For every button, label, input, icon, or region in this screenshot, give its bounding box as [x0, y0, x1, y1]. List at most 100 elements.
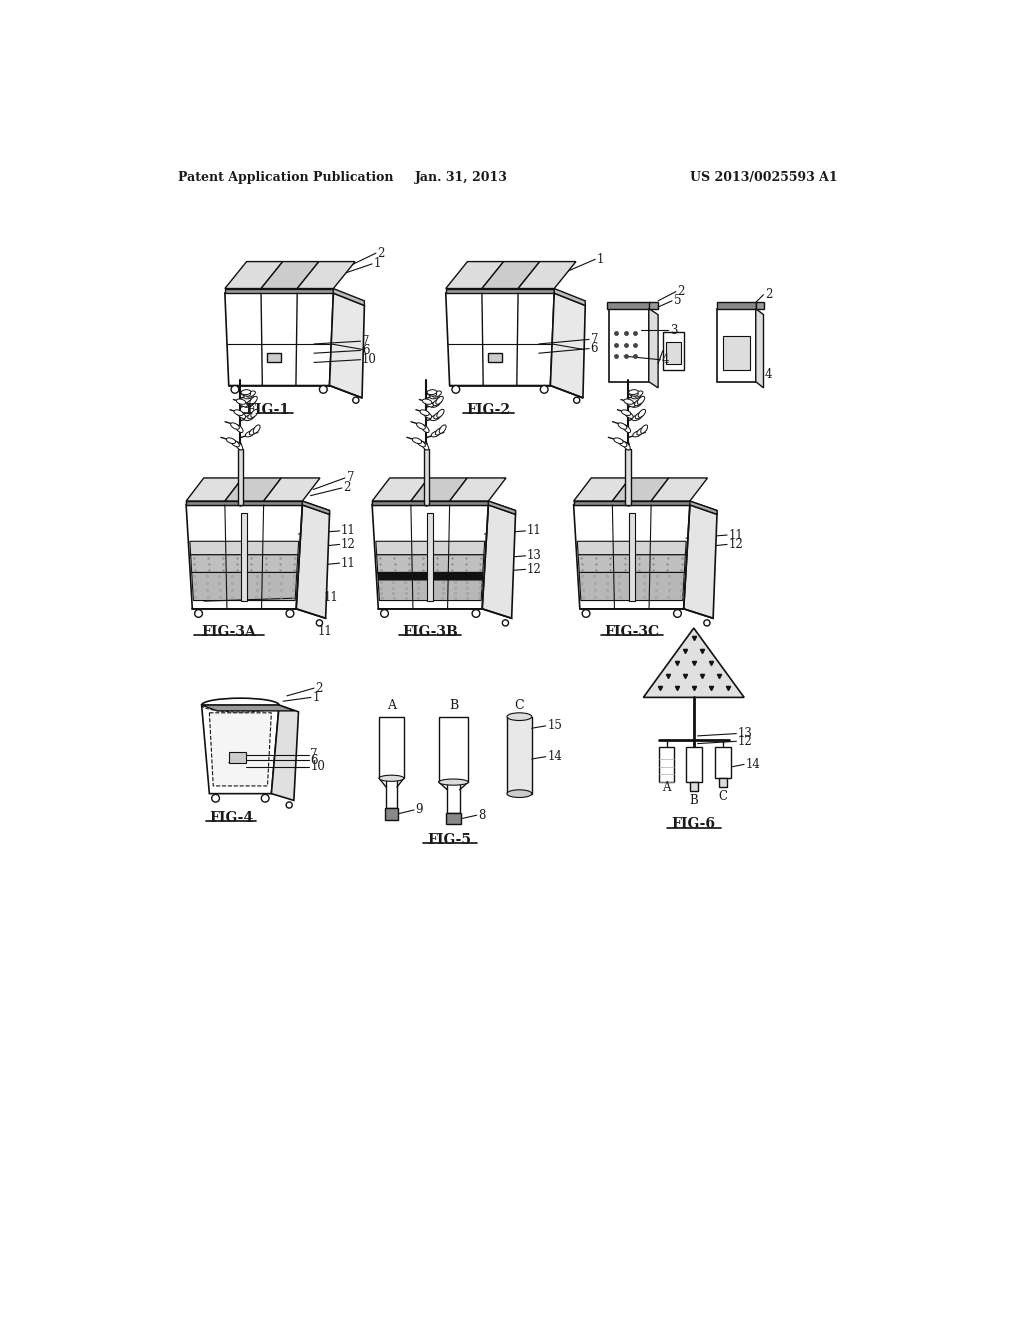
Text: 2: 2: [315, 681, 323, 694]
Ellipse shape: [637, 396, 645, 404]
Polygon shape: [187, 507, 301, 541]
Polygon shape: [573, 502, 690, 506]
Text: 13: 13: [738, 727, 753, 741]
Text: Jan. 31, 2013: Jan. 31, 2013: [415, 172, 508, 185]
Text: 14: 14: [547, 750, 562, 763]
Polygon shape: [372, 478, 428, 502]
Polygon shape: [225, 478, 282, 502]
Text: 11: 11: [729, 528, 743, 541]
Ellipse shape: [247, 391, 255, 397]
Bar: [716, 747, 731, 779]
Polygon shape: [189, 541, 299, 554]
Text: 7: 7: [591, 333, 598, 346]
Polygon shape: [190, 554, 298, 573]
Bar: [649, 302, 658, 309]
Ellipse shape: [427, 391, 436, 396]
Circle shape: [541, 385, 548, 393]
Bar: [686, 747, 701, 781]
Ellipse shape: [434, 412, 442, 418]
Text: 7: 7: [310, 748, 317, 762]
Ellipse shape: [251, 409, 258, 417]
Text: 10: 10: [310, 760, 325, 774]
Text: FIG-3C: FIG-3C: [604, 624, 659, 639]
Ellipse shape: [422, 442, 429, 450]
Text: FIG-3A: FIG-3A: [202, 624, 256, 639]
Polygon shape: [186, 502, 302, 506]
Ellipse shape: [629, 391, 638, 396]
Text: FIG-6: FIG-6: [672, 817, 716, 832]
Circle shape: [319, 385, 328, 393]
Polygon shape: [225, 293, 334, 385]
Ellipse shape: [632, 414, 641, 421]
Bar: [447, 781, 460, 813]
Ellipse shape: [632, 401, 641, 408]
Bar: [629, 513, 635, 601]
Text: FIG-3B: FIG-3B: [402, 624, 458, 639]
Text: 2: 2: [678, 285, 685, 298]
Text: FIG-1: FIG-1: [246, 403, 290, 417]
Ellipse shape: [437, 409, 444, 417]
Text: FIG-5: FIG-5: [428, 833, 472, 847]
Polygon shape: [202, 705, 295, 711]
Text: 2: 2: [343, 482, 351, 495]
Ellipse shape: [641, 425, 647, 433]
Polygon shape: [580, 573, 684, 601]
Circle shape: [472, 610, 480, 618]
Ellipse shape: [237, 399, 246, 404]
Polygon shape: [649, 309, 658, 388]
Polygon shape: [377, 554, 484, 573]
Polygon shape: [372, 502, 488, 506]
Polygon shape: [488, 502, 515, 515]
Circle shape: [195, 610, 203, 618]
Text: 1: 1: [597, 252, 604, 265]
Ellipse shape: [236, 425, 243, 433]
Ellipse shape: [250, 396, 257, 404]
Bar: [266, 354, 281, 363]
Ellipse shape: [238, 412, 246, 418]
Ellipse shape: [253, 425, 260, 433]
Ellipse shape: [629, 389, 638, 395]
Ellipse shape: [623, 442, 630, 450]
Text: B: B: [689, 795, 698, 807]
Text: 4: 4: [765, 367, 772, 380]
Polygon shape: [225, 289, 334, 293]
Polygon shape: [263, 478, 321, 502]
Ellipse shape: [432, 391, 441, 397]
Text: 8: 8: [478, 809, 485, 822]
Circle shape: [286, 803, 292, 808]
Circle shape: [231, 385, 239, 393]
Ellipse shape: [241, 389, 251, 395]
Bar: [690, 781, 697, 792]
Polygon shape: [209, 713, 271, 785]
Ellipse shape: [420, 409, 429, 416]
Ellipse shape: [248, 412, 256, 418]
Text: 2: 2: [378, 247, 385, 260]
Polygon shape: [261, 261, 318, 289]
Bar: [756, 302, 764, 309]
Polygon shape: [482, 261, 540, 289]
Bar: [723, 335, 750, 370]
Polygon shape: [225, 261, 283, 289]
Text: 11: 11: [324, 591, 338, 603]
Ellipse shape: [417, 422, 425, 429]
Text: A: A: [387, 700, 396, 713]
Ellipse shape: [637, 428, 645, 436]
Bar: [625, 449, 631, 506]
Ellipse shape: [618, 440, 627, 447]
Text: 12: 12: [738, 735, 753, 748]
Circle shape: [583, 610, 590, 618]
Bar: [427, 513, 433, 601]
Text: US 2013/0025593 A1: US 2013/0025593 A1: [690, 172, 838, 185]
Circle shape: [261, 795, 269, 803]
Bar: [385, 808, 398, 820]
Polygon shape: [302, 502, 330, 515]
Ellipse shape: [226, 438, 236, 444]
Ellipse shape: [239, 400, 247, 407]
Text: 10: 10: [362, 354, 377, 366]
Ellipse shape: [423, 412, 432, 418]
Polygon shape: [518, 261, 575, 289]
Ellipse shape: [625, 412, 633, 418]
Circle shape: [452, 385, 460, 393]
Text: 11: 11: [341, 524, 356, 537]
Text: 15: 15: [547, 719, 562, 733]
